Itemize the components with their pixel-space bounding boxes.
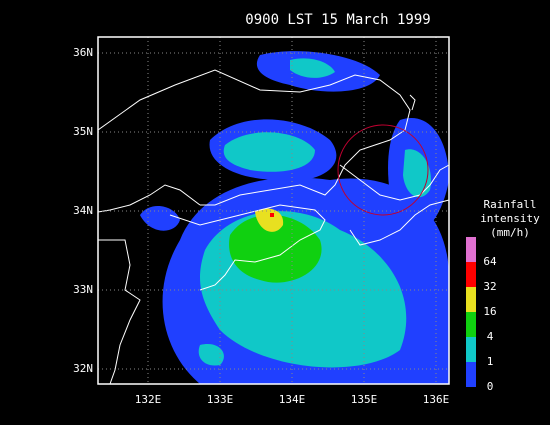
legend-label: 64: [483, 255, 497, 268]
legend-swatch: [466, 362, 476, 387]
legend-swatch: [466, 287, 476, 312]
lat-label: 33N: [73, 283, 93, 296]
legend-swatch: [466, 237, 476, 262]
plot-frame: [97, 36, 450, 385]
lat-label: 32N: [73, 362, 93, 375]
lat-label: 36N: [73, 46, 93, 59]
map-title: 0900 LST 15 March 1999: [245, 12, 430, 28]
lon-label: 134E: [279, 393, 306, 406]
legend-swatch: [466, 312, 476, 337]
lat-label: 34N: [73, 204, 93, 217]
legend-label: 1: [487, 355, 494, 368]
legend-title: Rainfall: [484, 198, 537, 211]
target-circle: [337, 124, 429, 216]
legend-label: 16: [483, 305, 496, 318]
legend-swatch: [466, 262, 476, 287]
lon-label: 135E: [351, 393, 378, 406]
axis-labels: 36N 35N 34N 33N 32N 132E 133E 134E 135E 136E: [73, 46, 449, 406]
legend-title: intensity: [480, 212, 540, 225]
legend-label: 0: [487, 380, 494, 393]
lon-label: 136E: [423, 393, 450, 406]
legend-label: 32: [483, 280, 496, 293]
graticule: [98, 37, 449, 384]
coastlines: [97, 69, 450, 385]
lon-label: 133E: [207, 393, 234, 406]
lat-label: 35N: [73, 125, 93, 138]
legend-swatch: [466, 337, 476, 362]
legend-title: (mm/h): [490, 226, 530, 239]
rain-field: [140, 51, 449, 384]
legend-label: 4: [487, 330, 494, 343]
lon-label: 132E: [135, 393, 162, 406]
